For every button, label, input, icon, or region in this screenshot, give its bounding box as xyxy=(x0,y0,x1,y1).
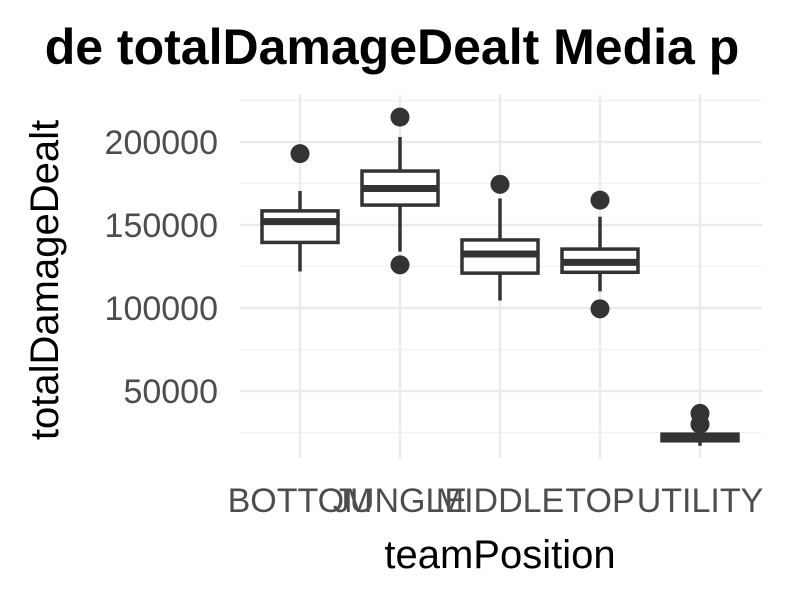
outlier-point xyxy=(390,255,410,275)
box-top xyxy=(560,190,640,319)
x-tick-label: UTILITY xyxy=(637,482,764,520)
outlier-point xyxy=(290,144,310,164)
outlier-point xyxy=(590,190,610,210)
chart-title: de totalDamageDealt Media p xyxy=(45,19,740,75)
box-iqr xyxy=(260,209,340,245)
y-axis-title: totalDamageDealt xyxy=(23,120,67,440)
x-tick-label: TOP xyxy=(565,482,634,520)
y-tick-label: 150000 xyxy=(105,207,218,245)
outlier-point xyxy=(490,174,510,194)
outlier-point xyxy=(390,107,410,127)
x-tick-label: JUNGLE xyxy=(333,482,467,520)
x-tick-label: MIDDLE xyxy=(436,482,564,520)
y-tick-label: 50000 xyxy=(123,373,218,411)
box-middle xyxy=(460,174,540,301)
y-tick-label: 100000 xyxy=(105,290,218,328)
box-utility xyxy=(660,403,740,446)
y-tick-labels: 50000 100000 150000 200000 xyxy=(105,124,218,411)
box-bottom xyxy=(260,144,340,272)
x-axis-title: teamPosition xyxy=(384,533,615,577)
box-jungle xyxy=(360,107,440,275)
outlier-point xyxy=(590,299,610,319)
boxes xyxy=(260,107,740,446)
x-tick-label: BOTTOM xyxy=(228,482,373,520)
y-tick-label: 200000 xyxy=(105,124,218,162)
outlier-point xyxy=(690,414,710,434)
